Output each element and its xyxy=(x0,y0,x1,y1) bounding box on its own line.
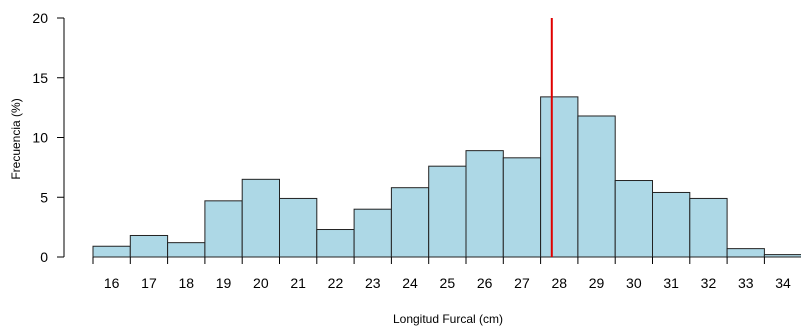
x-tick-label: 31 xyxy=(663,275,679,291)
x-tick-label: 29 xyxy=(589,275,605,291)
x-axis-title: Longitud Furcal (cm) xyxy=(393,312,503,326)
histogram-bar xyxy=(652,191,691,258)
x-tick-label: 34 xyxy=(775,275,791,291)
histogram-bar xyxy=(241,178,280,258)
histogram-bar xyxy=(204,200,243,258)
x-tick-label: 24 xyxy=(402,275,418,291)
x-tick-label: 33 xyxy=(738,275,754,291)
x-tick-label: 27 xyxy=(514,275,530,291)
histogram-bar xyxy=(726,248,765,258)
histogram-bar xyxy=(614,180,654,258)
x-tick-label: 23 xyxy=(365,275,381,291)
histogram-bar xyxy=(167,242,206,258)
y-tick-label: 20 xyxy=(32,10,48,26)
histogram-bar xyxy=(353,208,392,258)
x-tick-label: 17 xyxy=(141,275,157,291)
x-tick-label: 32 xyxy=(701,275,717,291)
x-tick-label: 25 xyxy=(440,275,456,291)
histogram-bar xyxy=(428,165,467,258)
histogram-bar xyxy=(689,197,728,258)
y-axis: 0 5 10 15 20 xyxy=(32,10,65,265)
x-tick-label: 30 xyxy=(626,275,642,291)
x-axis: 16 17 18 19 20 21 22 23 24 25 26 27 28 29 30 31 32 33 34 xyxy=(92,257,791,291)
histogram-bar xyxy=(279,197,318,258)
x-tick-label: 26 xyxy=(477,275,493,291)
y-tick-label: 0 xyxy=(40,249,48,265)
y-tick-label: 5 xyxy=(40,189,48,205)
histogram-bar xyxy=(92,245,131,258)
histogram-bar xyxy=(390,187,430,258)
histogram-bar xyxy=(540,96,579,258)
x-tick-label: 28 xyxy=(551,275,567,291)
x-tick-label: 16 xyxy=(104,275,120,291)
histogram-bar xyxy=(763,254,801,258)
y-axis-title: Frecuencia (%) xyxy=(9,98,23,179)
y-tick-label: 10 xyxy=(32,130,48,146)
histogram-bar xyxy=(465,150,504,258)
histogram-bar xyxy=(129,234,169,258)
x-tick-label: 18 xyxy=(178,275,194,291)
x-tick-label: 20 xyxy=(253,275,269,291)
histogram-bar xyxy=(316,229,355,258)
y-tick-label: 15 xyxy=(32,70,48,86)
x-tick-label: 22 xyxy=(328,275,344,291)
x-tick-label: 21 xyxy=(290,275,306,291)
bars xyxy=(92,96,801,258)
histogram-bar xyxy=(502,157,542,258)
x-tick-label: 19 xyxy=(216,275,232,291)
histogram-bar xyxy=(577,115,616,258)
